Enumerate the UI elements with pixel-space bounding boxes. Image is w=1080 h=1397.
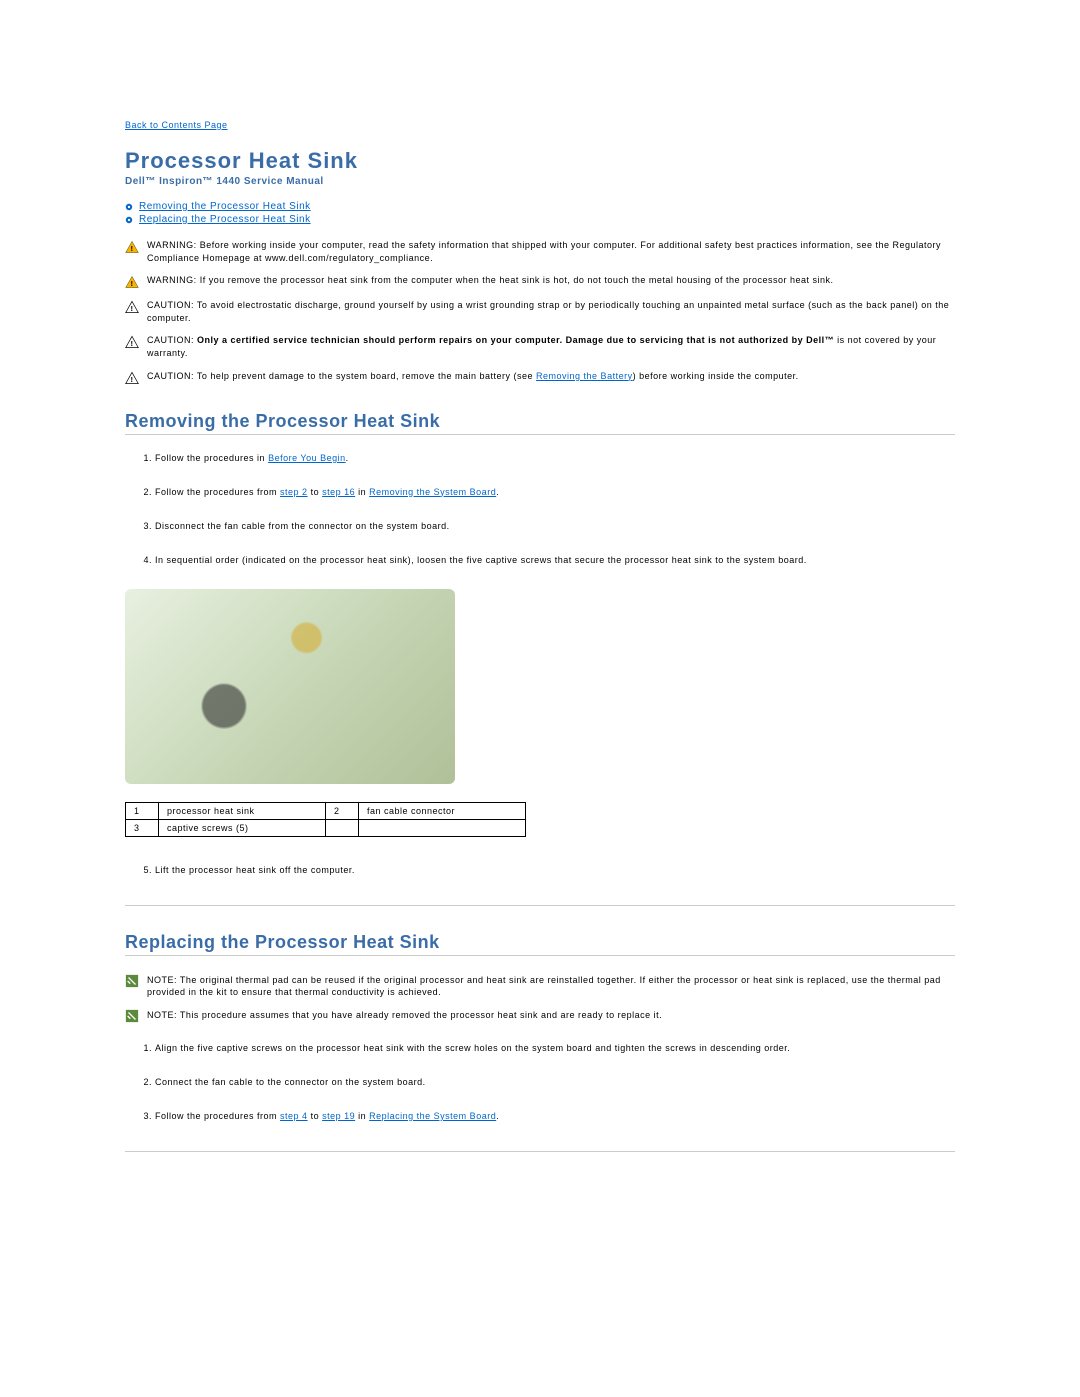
notice-text: CAUTION: Only a certified service techni…	[147, 334, 955, 359]
warning-notice: ! WARNING: If you remove the processor h…	[125, 274, 955, 289]
removing-battery-link[interactable]: Removing the Battery	[536, 371, 633, 381]
step-4: In sequential order (indicated on the pr…	[155, 555, 955, 565]
notice-text: CAUTION: To help prevent damage to the s…	[147, 370, 955, 383]
cell-empty	[326, 819, 359, 836]
step-text: Follow the procedures from	[155, 1111, 280, 1121]
note-notice: NOTE: This procedure assumes that you ha…	[125, 1009, 955, 1023]
notice-body-before: To help prevent damage to the system boa…	[197, 371, 536, 381]
removing-steps-cont: Lift the processor heat sink off the com…	[125, 865, 955, 875]
table-row: 3 captive screws (5)	[126, 819, 526, 836]
notice-label: CAUTION:	[147, 335, 194, 345]
note-body: The original thermal pad can be reused i…	[147, 975, 941, 998]
warning-notice: ! WARNING: Before working inside your co…	[125, 239, 955, 264]
note-label: NOTE:	[147, 975, 177, 985]
page-subtitle: Dell™ Inspiron™ 1440 Service Manual	[125, 176, 955, 187]
table-of-contents: Removing the Processor Heat Sink Replaci…	[125, 201, 955, 225]
section-separator	[125, 1151, 955, 1152]
notice-label: WARNING:	[147, 240, 197, 250]
step16-link[interactable]: step 16	[322, 487, 355, 497]
notice-text: WARNING: If you remove the processor hea…	[147, 274, 955, 287]
cell-label: fan cable connector	[359, 802, 526, 819]
svg-text:!: !	[131, 279, 134, 288]
step-text: .	[496, 487, 499, 497]
step-1: Align the five captive screws on the pro…	[155, 1043, 955, 1053]
page-title: Processor Heat Sink	[125, 148, 955, 174]
bullet-icon	[125, 203, 133, 211]
notice-body-after: ) before working inside the computer.	[633, 371, 799, 381]
replacing-heading: Replacing the Processor Heat Sink	[125, 932, 955, 956]
cell-num: 2	[326, 802, 359, 819]
svg-text:!: !	[131, 244, 134, 253]
note-icon	[125, 1009, 139, 1023]
notice-text: WARNING: Before working inside your comp…	[147, 239, 955, 264]
step-text: Follow the procedures from	[155, 487, 280, 497]
notice-label: CAUTION:	[147, 300, 194, 310]
step-2: Connect the fan cable to the connector o…	[155, 1077, 955, 1087]
back-to-contents-link[interactable]: Back to Contents Page	[125, 120, 955, 130]
step-text: .	[496, 1111, 499, 1121]
toc-item: Replacing the Processor Heat Sink	[125, 214, 955, 225]
replacing-system-board-link[interactable]: Replacing the System Board	[369, 1111, 496, 1121]
note-text: NOTE: The original thermal pad can be re…	[147, 974, 955, 999]
step-text: in	[355, 1111, 369, 1121]
removing-system-board-link[interactable]: Removing the System Board	[369, 487, 496, 497]
notice-label: CAUTION:	[147, 371, 194, 381]
note-body: This procedure assumes that you have alr…	[180, 1010, 662, 1020]
step-text: .	[346, 453, 349, 463]
warning-icon: !	[125, 275, 139, 289]
svg-text:!: !	[131, 340, 134, 349]
svg-text:!: !	[131, 375, 134, 384]
note-notice: NOTE: The original thermal pad can be re…	[125, 974, 955, 999]
toc-link-replacing[interactable]: Replacing the Processor Heat Sink	[139, 214, 311, 225]
step-text: Follow the procedures in	[155, 453, 268, 463]
warning-icon: !	[125, 240, 139, 254]
removing-steps: Follow the procedures in Before You Begi…	[125, 453, 955, 565]
step-text: to	[308, 1111, 323, 1121]
step-text: to	[308, 487, 323, 497]
caution-notice: ! CAUTION: To help prevent damage to the…	[125, 370, 955, 385]
caution-notice: ! CAUTION: Only a certified service tech…	[125, 334, 955, 359]
cell-num: 1	[126, 802, 159, 819]
notice-text: CAUTION: To avoid electrostatic discharg…	[147, 299, 955, 324]
caution-icon: !	[125, 300, 139, 314]
svg-text:!: !	[131, 304, 134, 313]
step-1: Follow the procedures in Before You Begi…	[155, 453, 955, 463]
cell-num: 3	[126, 819, 159, 836]
cell-label: processor heat sink	[159, 802, 326, 819]
cell-label: captive screws (5)	[159, 819, 326, 836]
notice-body-bold: Only a certified service technician shou…	[197, 335, 834, 345]
table-row: 1 processor heat sink 2 fan cable connec…	[126, 802, 526, 819]
removing-heading: Removing the Processor Heat Sink	[125, 411, 955, 435]
step-3: Disconnect the fan cable from the connec…	[155, 521, 955, 531]
section-separator	[125, 905, 955, 906]
notice-body: To avoid electrostatic discharge, ground…	[147, 300, 949, 323]
caution-icon: !	[125, 335, 139, 349]
toc-item: Removing the Processor Heat Sink	[125, 201, 955, 212]
bullet-icon	[125, 216, 133, 224]
notice-body: Before working inside your computer, rea…	[147, 240, 941, 263]
step-3: Follow the procedures from step 4 to ste…	[155, 1111, 955, 1121]
heat-sink-figure	[125, 589, 455, 784]
cell-empty	[359, 819, 526, 836]
step4-link[interactable]: step 4	[280, 1111, 308, 1121]
caution-icon: !	[125, 371, 139, 385]
step19-link[interactable]: step 19	[322, 1111, 355, 1121]
replacing-steps: Align the five captive screws on the pro…	[125, 1043, 955, 1121]
note-icon	[125, 974, 139, 988]
note-label: NOTE:	[147, 1010, 177, 1020]
step2-link[interactable]: step 2	[280, 487, 308, 497]
step-2: Follow the procedures from step 2 to ste…	[155, 487, 955, 497]
caution-notice: ! CAUTION: To avoid electrostatic discha…	[125, 299, 955, 324]
notice-label: WARNING:	[147, 275, 197, 285]
toc-link-removing[interactable]: Removing the Processor Heat Sink	[139, 201, 311, 212]
step-5: Lift the processor heat sink off the com…	[155, 865, 955, 875]
before-you-begin-link[interactable]: Before You Begin	[268, 453, 346, 463]
notice-body: If you remove the processor heat sink fr…	[200, 275, 834, 285]
note-text: NOTE: This procedure assumes that you ha…	[147, 1009, 662, 1022]
parts-table: 1 processor heat sink 2 fan cable connec…	[125, 802, 526, 837]
step-text: in	[355, 487, 369, 497]
